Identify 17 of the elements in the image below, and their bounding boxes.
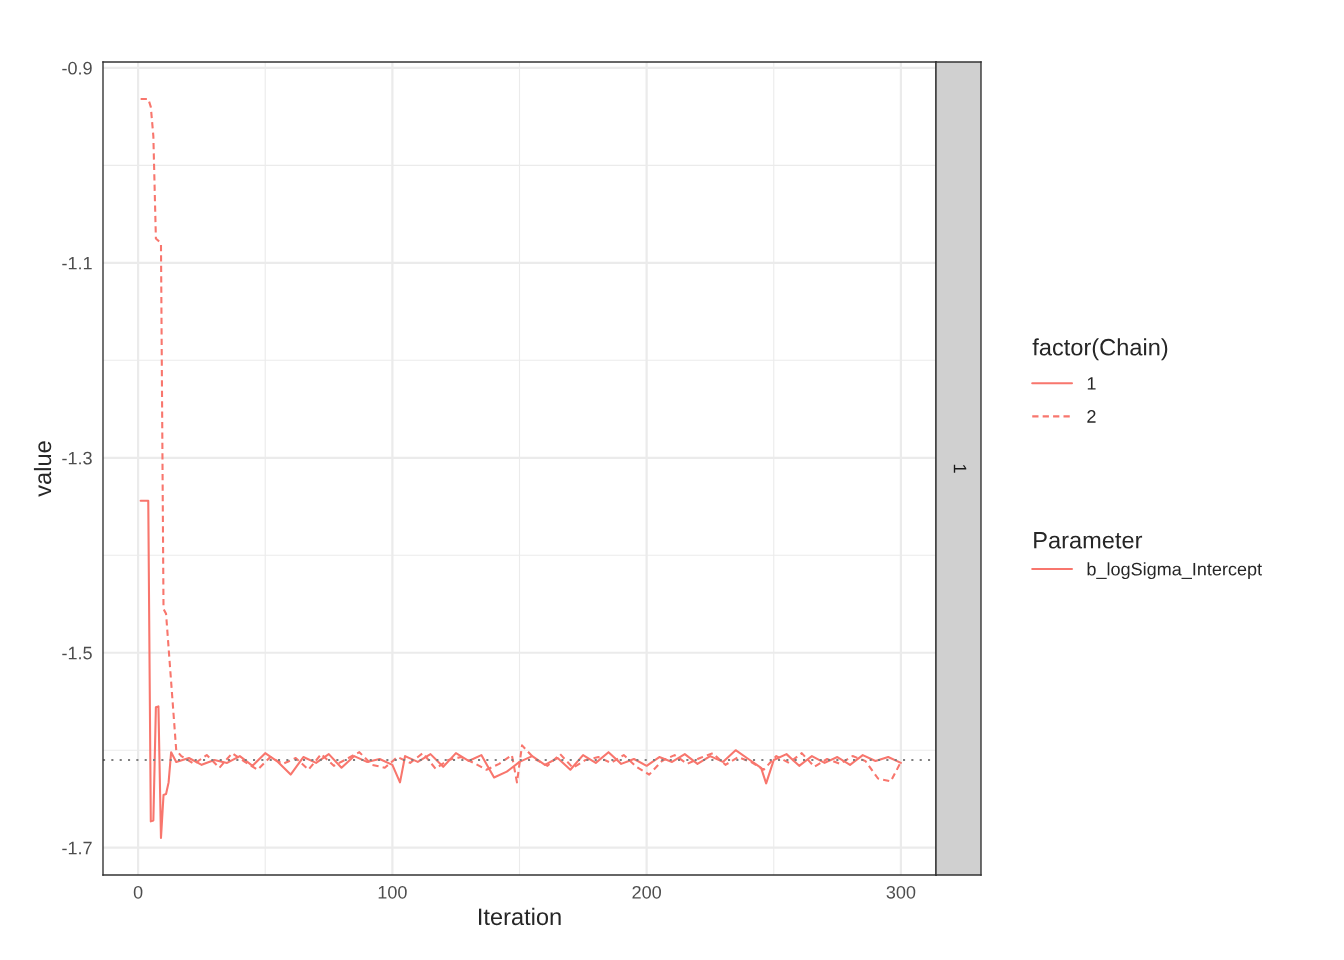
x-tick-label: 300: [886, 885, 916, 899]
text: 1: [953, 464, 967, 473]
y-tick-label: -0.9: [62, 61, 92, 75]
y-tick-label: -1.3: [62, 451, 92, 465]
y-axis-title: value: [33, 441, 52, 497]
text: b_logSigma_Intercept: [1087, 562, 1262, 580]
text: Parameter: [1034, 532, 1143, 549]
x-tick-label: 200: [632, 885, 661, 899]
x-tick-label: 0: [133, 885, 143, 899]
y-tick-label: -1.5: [62, 646, 92, 660]
legend-title: factor(Chain): [1032, 338, 1168, 361]
legend-label: 2: [1087, 410, 1096, 423]
x-tick-label: 100: [378, 885, 407, 899]
x-axis-title: Iteration: [479, 907, 561, 926]
legend-label: 1: [1087, 377, 1096, 390]
y-tick-label: -1.1: [62, 256, 92, 270]
y-tick-label: -1.7: [62, 841, 92, 855]
